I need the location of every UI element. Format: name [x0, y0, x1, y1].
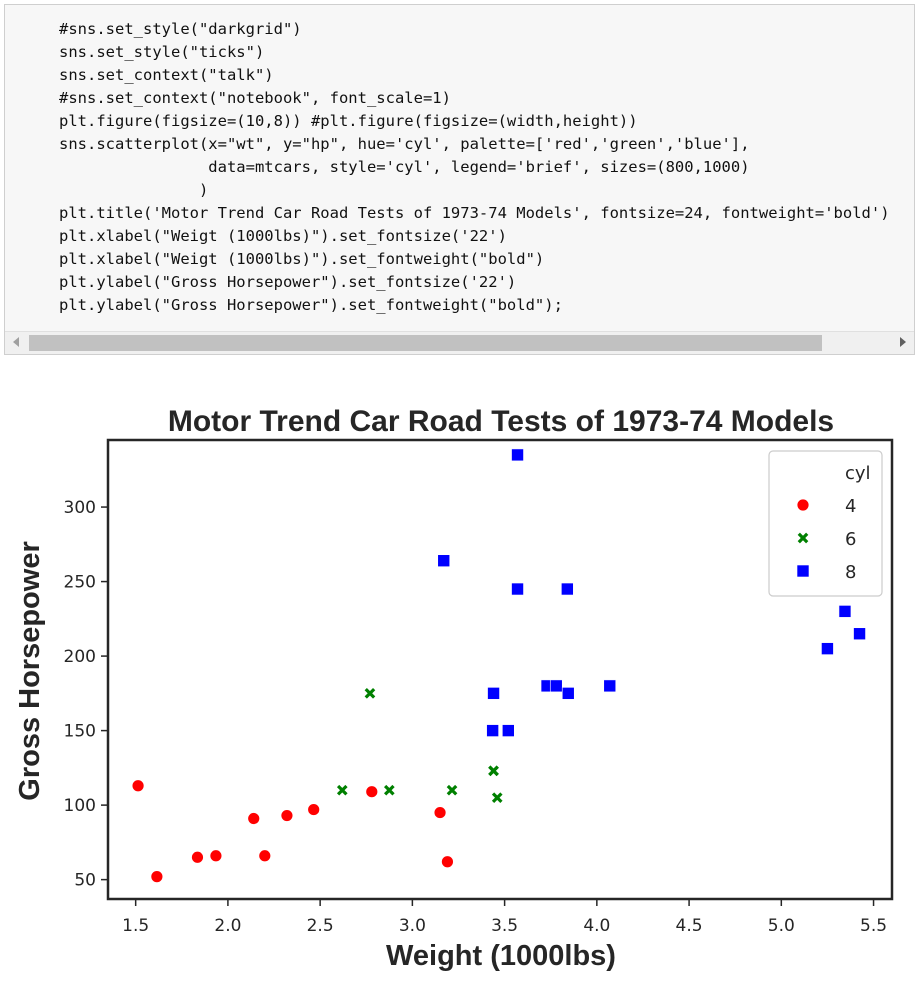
- x-tick-label: 5.5: [860, 916, 887, 936]
- chart-title: Motor Trend Car Road Tests of 1973-74 Mo…: [168, 405, 834, 438]
- legend-label: 4: [845, 496, 856, 517]
- data-point: [365, 785, 379, 799]
- data-point: [549, 679, 563, 693]
- y-tick-label: 150: [64, 722, 96, 742]
- code-text: #sns.set_style("darkgrid") sns.set_style(…: [59, 18, 890, 317]
- x-tick-label: 4.0: [583, 916, 610, 936]
- code-line: plt.ylabel("Gross Horsepower").set_fonts…: [59, 273, 517, 291]
- data-point: [150, 870, 164, 884]
- legend-marker-icon: [796, 564, 810, 578]
- data-point: [486, 724, 499, 737]
- code-line: plt.title('Motor Trend Car Road Tests of…: [59, 204, 890, 222]
- x-tick-label: 3.0: [399, 916, 426, 936]
- data-point: [247, 812, 261, 825]
- legend: cyl 4 6 8: [768, 450, 883, 597]
- y-tick-label: 50: [74, 871, 96, 891]
- scrollbar-thumb[interactable]: [29, 335, 822, 351]
- legend-box: [768, 450, 883, 597]
- data-point: [821, 642, 834, 655]
- data-point: [561, 582, 574, 596]
- code-editor[interactable]: #sns.set_style("darkgrid") sns.set_style(…: [5, 5, 914, 335]
- data-point: [280, 809, 294, 822]
- x-tick-label: 4.5: [676, 916, 703, 936]
- data-point: [383, 784, 395, 796]
- x-axis: 1.5 2.0 2.5 3.0 3.5 4.0 4.5 5.0 5.5: [122, 899, 887, 936]
- data-point: [364, 688, 376, 699]
- legend-marker-icon: [796, 498, 810, 512]
- data-point: [511, 448, 524, 462]
- data-point: [258, 849, 272, 863]
- x-tick-label: 5.0: [768, 916, 795, 936]
- data-point: [838, 605, 852, 618]
- data-point: [446, 784, 458, 796]
- data-point: [131, 779, 145, 793]
- code-cell[interactable]: #sns.set_style("darkgrid") sns.set_style(…: [4, 4, 915, 355]
- data-point: [307, 803, 321, 816]
- plot-area: [106, 438, 894, 901]
- y-tick-label: 300: [64, 498, 96, 518]
- legend-label: 8: [845, 562, 856, 583]
- data-point: [433, 806, 447, 819]
- data-point: [488, 765, 499, 777]
- horizontal-scrollbar[interactable]: [5, 331, 914, 354]
- data-point: [603, 679, 617, 693]
- legend-title: cyl: [845, 463, 871, 484]
- y-tick-label: 250: [64, 573, 96, 593]
- data-point: [561, 687, 575, 700]
- y-axis: 50 100 150 200 250 300: [64, 498, 108, 891]
- data-point: [487, 687, 500, 700]
- data-points: [131, 448, 866, 884]
- data-point: [511, 582, 524, 596]
- data-point: [336, 784, 348, 796]
- data-point: [853, 627, 866, 641]
- data-point: [437, 554, 451, 568]
- code-line: sns.scatterplot(x="wt", y="hp", hue='cyl…: [59, 135, 750, 153]
- code-line: ): [59, 181, 209, 199]
- data-point: [502, 724, 515, 737]
- code-line: plt.xlabel("Weigt (1000lbs)").set_fontsi…: [59, 227, 507, 245]
- code-line: plt.figure(figsize=(10,8)) #plt.figure(f…: [59, 112, 638, 130]
- code-line: plt.xlabel("Weigt (1000lbs)").set_fontwe…: [59, 250, 545, 268]
- code-line: sns.set_style("ticks"): [59, 43, 265, 61]
- code-line: data=mtcars, style='cyl', legend='brief'…: [59, 158, 750, 176]
- x-axis-label: Weight (1000lbs): [386, 940, 616, 972]
- y-tick-label: 200: [64, 647, 96, 667]
- x-tick-label: 1.5: [122, 916, 149, 936]
- data-point: [209, 849, 223, 863]
- legend-label: 6: [845, 529, 856, 550]
- code-line: #sns.set_context("notebook", font_scale=…: [59, 89, 451, 107]
- data-point: [441, 855, 454, 869]
- y-axis-label: Gross Horsepower: [14, 541, 46, 800]
- code-line: #sns.set_style("darkgrid"): [59, 20, 302, 38]
- y-tick-label: 100: [64, 796, 96, 816]
- data-point: [491, 792, 503, 803]
- x-tick-label: 2.5: [307, 916, 334, 936]
- code-line: sns.set_context("talk"): [59, 66, 274, 84]
- scroll-right-arrow-icon[interactable]: [900, 337, 906, 347]
- x-tick-label: 3.5: [491, 916, 518, 936]
- code-line: plt.ylabel("Gross Horsepower").set_fontw…: [59, 296, 563, 314]
- data-point: [191, 850, 204, 864]
- x-tick-label: 2.0: [214, 916, 241, 936]
- scroll-left-arrow-icon[interactable]: [13, 337, 19, 347]
- legend-marker-icon: [797, 532, 809, 544]
